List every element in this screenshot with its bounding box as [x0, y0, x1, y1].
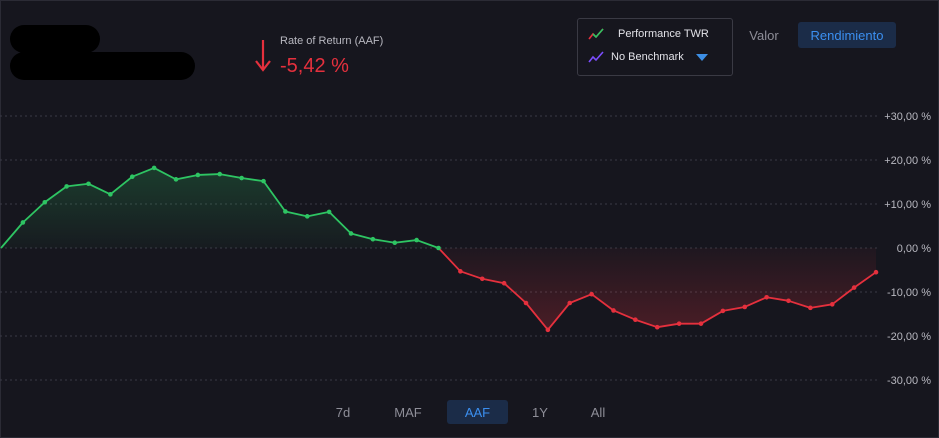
range-button-all[interactable]: All: [590, 404, 606, 420]
y-tick-label: -30,00 %: [887, 375, 931, 387]
y-tick-label: +30,00 %: [884, 111, 931, 123]
data-point: [720, 308, 726, 314]
benchmark-line-icon: [588, 51, 604, 63]
data-point: [589, 291, 594, 297]
data-point: [195, 172, 201, 178]
range-button-aaf[interactable]: AAF: [447, 400, 508, 424]
data-point: [370, 236, 376, 242]
return-value: -5,42 %: [280, 55, 349, 77]
data-point: [304, 214, 310, 219]
range-button-maf[interactable]: MAF: [394, 404, 422, 420]
data-point: [392, 240, 398, 246]
data-point: [654, 324, 660, 330]
data-point: [239, 175, 244, 181]
data-point: [436, 245, 441, 251]
legend-item-performance: Performance TWR: [588, 27, 709, 41]
data-point: [851, 285, 857, 290]
data-point: [676, 321, 682, 326]
data-point: [829, 302, 835, 307]
arrow-down-icon: [255, 40, 271, 72]
data-point: [217, 171, 223, 177]
positive-area: [1, 167, 439, 248]
benchmark-label: No Benchmark: [611, 51, 684, 63]
legend-label-performance: Performance TWR: [618, 28, 709, 40]
range-selector: 7d MAF AAF 1Y All: [0, 400, 939, 424]
data-point: [173, 177, 179, 182]
range-button-1y[interactable]: 1Y: [532, 404, 548, 420]
data-point: [479, 276, 485, 282]
return-label: Rate of Return (AAF): [280, 35, 384, 47]
redacted-account-value: [10, 52, 195, 80]
y-tick-label: +20,00 %: [884, 155, 931, 167]
legend-box: Performance TWR No Benchmark: [577, 18, 733, 76]
data-point: [261, 178, 266, 184]
data-point: [764, 294, 769, 300]
valor-toggle-button[interactable]: Valor: [749, 27, 779, 43]
data-point: [108, 192, 113, 197]
y-tick-label: +10,00 %: [884, 199, 931, 211]
benchmark-select[interactable]: No Benchmark: [588, 50, 708, 64]
y-tick-label: -10,00 %: [887, 287, 931, 299]
data-point: [348, 231, 354, 236]
negative-area: [438, 248, 876, 330]
data-point: [501, 280, 507, 286]
data-point: [786, 298, 791, 304]
y-tick-label: 0,00 %: [897, 243, 931, 255]
data-point: [545, 327, 551, 333]
data-point: [567, 300, 573, 306]
data-point: [458, 269, 463, 274]
data-point: [742, 304, 748, 310]
data-point: [326, 209, 332, 215]
range-button-7d[interactable]: 7d: [335, 404, 351, 420]
data-point: [611, 308, 616, 313]
data-point: [20, 220, 26, 225]
rendimiento-toggle-button[interactable]: Rendimiento: [798, 22, 896, 48]
redacted-account-name: [10, 25, 100, 53]
data-point: [129, 174, 135, 180]
performance-chart: +30,00 % +20,00 % +10,00 % 0,00 % -10,00 % -2…: [0, 111, 931, 387]
data-point: [283, 209, 288, 214]
data-point: [698, 321, 704, 326]
data-point: [808, 305, 813, 311]
data-point: [86, 181, 91, 187]
trend-line-icon: [588, 28, 604, 40]
data-point: [523, 300, 529, 306]
data-point: [42, 199, 48, 205]
data-point: [64, 184, 69, 189]
data-point: [633, 317, 638, 323]
data-point: [151, 165, 157, 171]
y-tick-label: -20,00 %: [887, 331, 931, 343]
data-point: [414, 237, 419, 243]
data-point: [873, 269, 879, 275]
caret-down-icon: [695, 53, 708, 61]
